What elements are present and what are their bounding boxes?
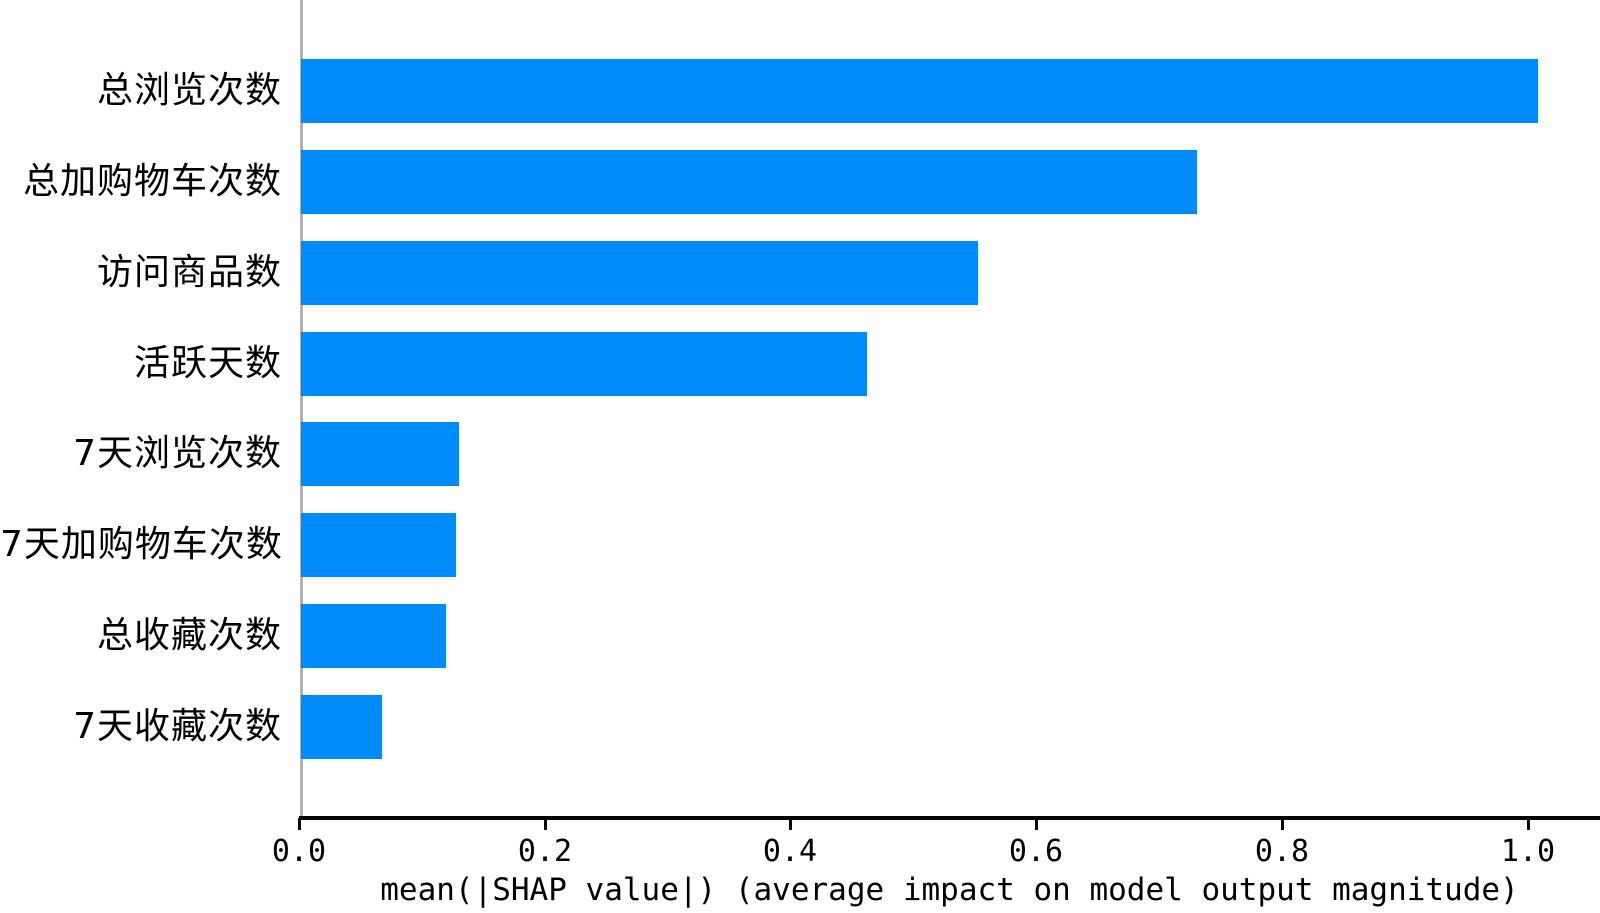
bar — [301, 422, 459, 486]
x-tick-mark — [1527, 818, 1530, 830]
bar — [301, 604, 446, 668]
bar — [301, 59, 1538, 123]
bar — [301, 241, 978, 305]
y-tick-label: 总浏览次数 — [96, 69, 282, 111]
y-tick-label: 总收藏次数 — [96, 615, 282, 657]
bar — [301, 150, 1197, 214]
x-tick-mark — [1281, 818, 1284, 830]
x-tick-mark — [298, 818, 301, 830]
x-tick-label: 0.0 — [271, 834, 327, 869]
x-axis-line — [299, 816, 1600, 820]
bar — [301, 695, 382, 759]
y-tick-label: 7天收藏次数 — [73, 706, 282, 748]
x-tick-label: 0.6 — [1008, 834, 1064, 869]
x-tick-label: 0.2 — [517, 834, 573, 869]
bar — [301, 513, 456, 577]
y-tick-label: 7天加购物车次数 — [0, 524, 283, 566]
y-axis-spine — [300, 0, 303, 818]
bar — [301, 332, 867, 396]
y-tick-label: 总加购物车次数 — [22, 160, 282, 202]
x-axis-title: mean(|SHAP value|) (average impact on mo… — [380, 872, 1519, 908]
x-tick-mark — [1035, 818, 1038, 830]
x-tick-label: 0.8 — [1254, 834, 1310, 869]
x-tick-mark — [789, 818, 792, 830]
x-tick-mark — [544, 818, 547, 830]
y-tick-label: 访问商品数 — [96, 251, 282, 293]
x-tick-label: 1.0 — [1500, 834, 1556, 869]
x-tick-label: 0.4 — [762, 834, 818, 869]
y-tick-label: 活跃天数 — [133, 342, 282, 384]
y-tick-label: 7天浏览次数 — [73, 433, 282, 475]
